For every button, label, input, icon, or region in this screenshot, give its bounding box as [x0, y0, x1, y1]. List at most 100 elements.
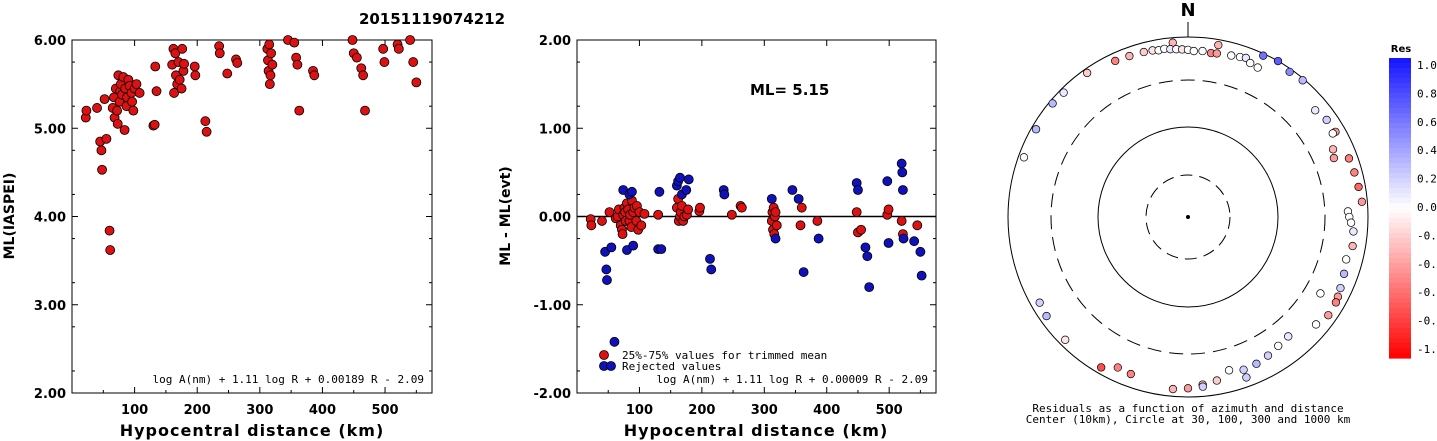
colorbar-segment — [1389, 293, 1411, 299]
data-point — [898, 185, 908, 195]
residual-point — [1224, 366, 1234, 375]
data-point — [358, 70, 369, 81]
colorbar-tick-label: -0.2 — [1417, 229, 1437, 242]
figure-title: 20151119074212 — [359, 10, 505, 28]
data-point — [408, 57, 419, 67]
data-point — [766, 193, 777, 204]
colorbar-segment — [1389, 228, 1411, 234]
residual-point — [1239, 365, 1248, 374]
data-point — [264, 79, 275, 90]
data-point — [798, 267, 809, 277]
data-point — [617, 229, 628, 240]
data-point — [862, 251, 873, 262]
colorbar-segment — [1389, 298, 1411, 304]
colorbar-segment — [1389, 203, 1411, 209]
data-point — [705, 253, 715, 264]
y-tick-label: -2.00 — [534, 387, 571, 402]
residual-point — [1183, 384, 1193, 393]
colorbar-segment — [1389, 198, 1411, 204]
colorbar-segment — [1389, 183, 1411, 189]
colorbar-tick-label: 0.4 — [1417, 144, 1437, 157]
residual-point — [1342, 255, 1351, 264]
residual-point — [1328, 145, 1338, 154]
residual-point — [1336, 283, 1345, 293]
data-point — [736, 202, 747, 213]
residual-point — [1316, 289, 1325, 298]
data-point — [411, 77, 422, 88]
residual-point — [1354, 182, 1363, 192]
colorbar-segment — [1389, 248, 1411, 254]
colorbar-segment — [1389, 153, 1411, 159]
x-tick-label: 200 — [184, 403, 211, 418]
x-tick-label: 200 — [688, 403, 715, 418]
colorbar-segment — [1389, 163, 1411, 169]
residual-point — [1329, 153, 1339, 163]
data-point — [606, 242, 617, 253]
residual-point — [1346, 218, 1356, 227]
data-point — [609, 336, 620, 347]
residual-point — [1285, 67, 1294, 77]
data-point — [81, 105, 92, 116]
panel-polar-residuals: N Residuals as a function of azimuth and… — [1007, 0, 1437, 426]
colorbar-segment — [1389, 108, 1411, 114]
colorbar-segment — [1389, 123, 1411, 129]
colorbar-segment — [1389, 173, 1411, 179]
data-point — [601, 264, 612, 275]
colorbar-segment — [1389, 143, 1411, 149]
data-point — [127, 96, 138, 107]
data-point — [104, 225, 115, 236]
residual-point — [1311, 320, 1321, 329]
residual-point — [1349, 227, 1358, 236]
data-point — [360, 105, 370, 116]
colorbar-segment — [1389, 308, 1411, 314]
formula: log A(nm) + 1.11 log R + 0.00009 R - 2.0… — [656, 373, 928, 386]
data-point — [627, 186, 637, 197]
colorbar-segment — [1389, 118, 1411, 124]
residual-point — [1214, 40, 1223, 50]
colorbar: 1.0 0.8 0.6 0.4 0.2 0.0 -0.2 -0.4 -0.6 -0.8 -1.0 — [1389, 58, 1437, 359]
data-point — [796, 202, 807, 213]
data-point — [770, 207, 781, 217]
residual-point — [1322, 115, 1331, 125]
colorbar-segment — [1389, 178, 1411, 184]
data-point — [787, 185, 798, 195]
data-point — [681, 185, 692, 195]
data-point — [856, 224, 866, 235]
data-point — [131, 79, 142, 90]
colorbar-segment — [1389, 283, 1411, 289]
north-label: N — [1180, 0, 1195, 21]
data-point — [851, 207, 862, 217]
legend-blue-label: Rejected values — [622, 360, 721, 373]
y-tick-label: 2.00 — [34, 387, 66, 402]
data-point — [793, 193, 804, 204]
colorbar-segment — [1389, 188, 1411, 194]
data-point — [695, 202, 705, 213]
colorbar-segment — [1389, 333, 1411, 339]
residual-point — [1328, 129, 1337, 138]
data-point — [812, 216, 823, 226]
residual-point — [1259, 51, 1268, 60]
y-axis-label: ML(IASPEI) — [2, 173, 18, 260]
data-point — [719, 189, 730, 200]
colorbar-segment — [1389, 58, 1411, 64]
data-point — [99, 94, 110, 105]
data-point — [134, 88, 145, 98]
x-tick-label: 500 — [876, 403, 903, 418]
residual-point — [1035, 298, 1044, 307]
data-point — [294, 105, 305, 116]
residual-point — [1227, 51, 1236, 60]
residual-point — [1311, 106, 1320, 115]
data-point — [912, 220, 923, 231]
residual-point — [1357, 197, 1367, 206]
residual-point — [1284, 332, 1293, 341]
colorbar-segment — [1389, 138, 1411, 144]
residual-point — [1242, 373, 1251, 382]
colorbar-tick-label: 0.0 — [1417, 201, 1437, 214]
colorbar-segment — [1389, 148, 1411, 154]
residual-point — [1339, 269, 1349, 278]
ring-1000km — [1007, 36, 1369, 398]
residual-point — [1348, 241, 1357, 251]
residual-point — [1350, 168, 1359, 177]
data-point — [112, 105, 122, 116]
data-point — [214, 48, 225, 59]
